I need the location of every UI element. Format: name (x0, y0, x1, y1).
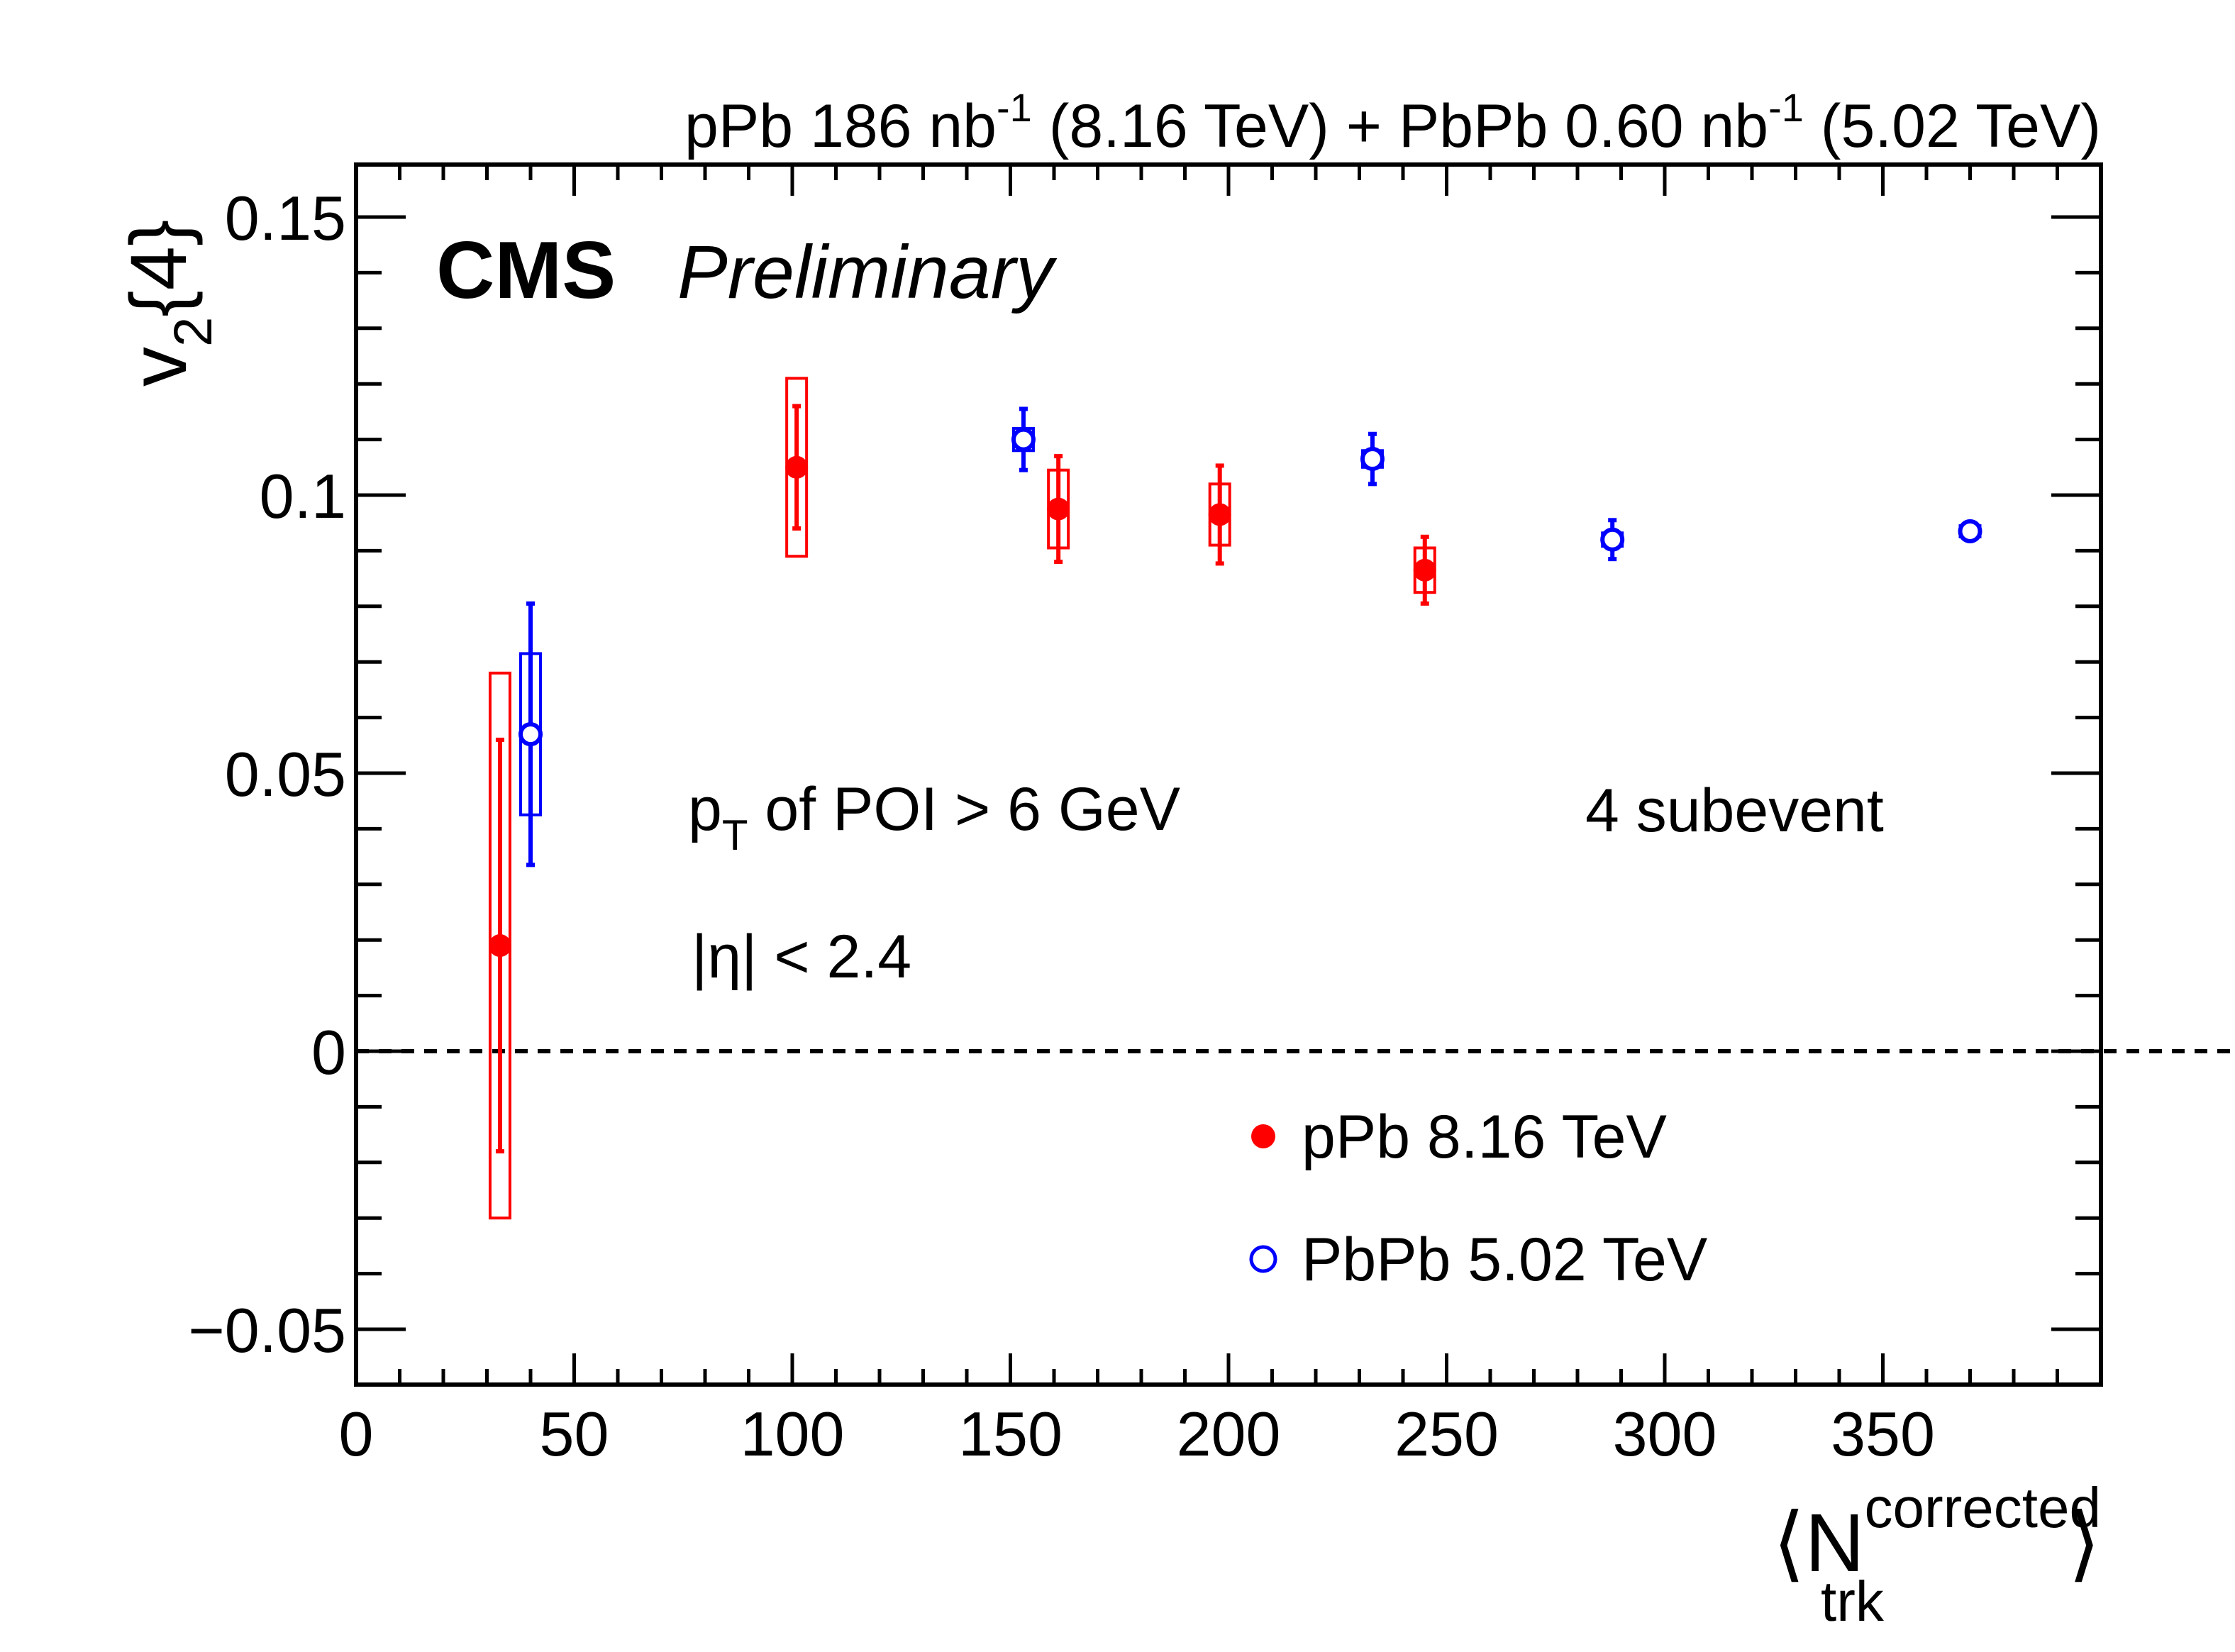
y-axis-title: v2{4} (114, 220, 223, 387)
x-tick-label: 250 (1394, 1399, 1499, 1469)
point-pbpb (1360, 447, 1385, 472)
eta-cut-annotation: |η| < 2.4 (692, 923, 911, 991)
x-axis-title: ⟨Ncorrected trk⟩ (1773, 1476, 2101, 1633)
point-pbpb (1958, 519, 1982, 543)
series-pbpb (518, 406, 1982, 867)
x-tick-label: 50 (540, 1399, 609, 1469)
point-pbpb (518, 722, 543, 747)
cms-label: CMS (436, 226, 616, 316)
point-ppb (488, 934, 511, 958)
plot-frame (354, 162, 2103, 1387)
x-tick-label: 100 (741, 1399, 845, 1469)
data-marks (488, 377, 1982, 1220)
x-tick-labels: 0 50 100 150 200 250 300 350 (339, 1399, 1935, 1469)
axis-ticks (354, 165, 2101, 1387)
x-tick-label: 300 (1613, 1399, 1717, 1469)
y-tick-label: 0.15 (225, 183, 346, 253)
x-tick-label: 200 (1177, 1399, 1281, 1469)
point-ppb (785, 455, 809, 479)
point-ppb (1047, 497, 1070, 521)
legend-label-pbpb: PbPb 5.02 TeV (1302, 1226, 1707, 1294)
legend-marker-pbpb (1249, 1245, 1277, 1273)
point-pbpb (1600, 527, 1625, 552)
series-ppb (488, 377, 1436, 1220)
legend: pPb 8.16 TeV PbPb 5.02 TeV (1249, 1103, 1707, 1294)
y-tick-labels: −0.05 0 0.05 0.1 0.15 (188, 183, 346, 1365)
x-tick-label: 350 (1831, 1399, 1935, 1469)
y-tick-label: 0 (311, 1017, 346, 1087)
y-tick-label: 0.05 (225, 739, 346, 809)
y-tick-label: 0.1 (260, 461, 346, 531)
point-pbpb (1011, 427, 1036, 452)
legend-marker-ppb (1251, 1124, 1275, 1148)
subevent-annotation: 4 subevent (1585, 777, 1884, 845)
pt-cut-annotation: pT of POI > 6 GeV (688, 775, 1180, 859)
legend-label-ppb: pPb 8.16 TeV (1302, 1103, 1667, 1171)
point-ppb (1413, 558, 1436, 582)
x-tick-label: 0 (339, 1399, 374, 1469)
y-tick-label: −0.05 (188, 1295, 346, 1365)
x-tick-label: 150 (958, 1399, 1063, 1469)
header-lumi-text: pPb 186 nb-1 (8.16 TeV) + PbPb 0.60 nb-1… (684, 85, 2101, 160)
preliminary-label: Preliminary (677, 231, 1058, 314)
point-ppb (1208, 503, 1231, 526)
